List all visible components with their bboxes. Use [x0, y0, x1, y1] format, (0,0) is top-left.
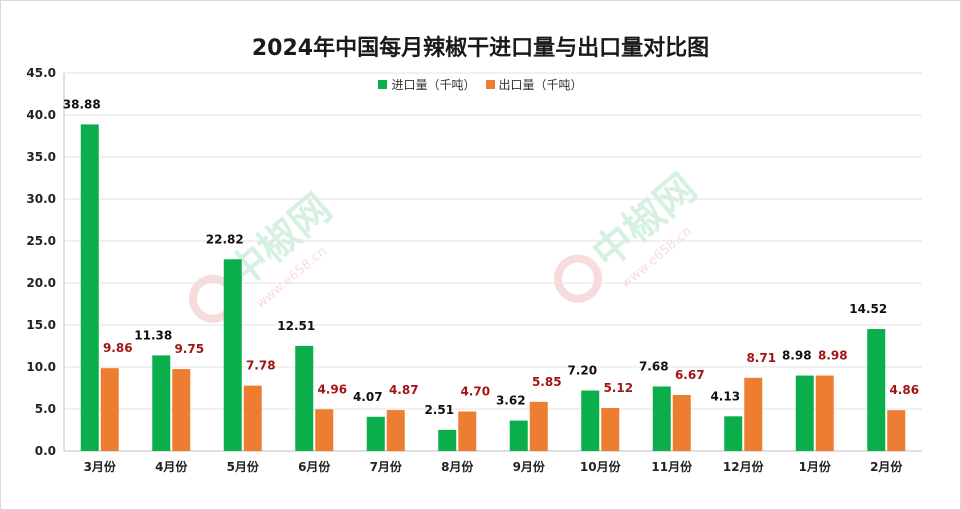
data-label-export: 4.96 [317, 382, 347, 396]
x-tick-label: 2月份 [870, 459, 903, 474]
bar-import [509, 420, 528, 451]
x-tick-label: 8月份 [441, 459, 474, 474]
data-label-import: 2.51 [424, 403, 454, 417]
data-label-import: 7.68 [639, 359, 669, 373]
bar-export [601, 407, 620, 451]
bar-export [386, 410, 405, 451]
data-label-export: 5.85 [532, 375, 562, 389]
legend-label-export: 出口量（千吨） [498, 78, 583, 92]
bar-export [815, 375, 834, 451]
bar-import [795, 375, 814, 451]
bar-export [887, 410, 906, 451]
x-tick-label: 1月份 [799, 459, 832, 474]
data-label-export: 4.87 [389, 383, 419, 397]
bar-export [744, 377, 763, 451]
data-label-export: 9.75 [174, 342, 204, 356]
y-tick-label: 20.0 [26, 276, 56, 290]
data-label-export: 4.70 [460, 385, 490, 399]
bar-import [223, 259, 242, 451]
bar-export [458, 411, 477, 451]
data-label-import: 4.13 [710, 389, 740, 403]
y-tick-label: 25.0 [26, 234, 56, 248]
bar-import [867, 329, 886, 451]
data-label-import: 8.98 [782, 349, 812, 363]
y-tick-label: 30.0 [26, 192, 56, 206]
data-label-import: 4.07 [353, 390, 383, 404]
data-label-export: 8.71 [746, 351, 776, 365]
legend-item-import: 进口量（千吨） [378, 76, 476, 93]
data-label-export: 4.86 [889, 383, 919, 397]
data-label-export: 9.86 [103, 341, 133, 355]
chart-title: 2024年中国每月辣椒干进口量与出口量对比图 [251, 36, 710, 61]
y-tick-label: 5.0 [35, 402, 56, 416]
data-label-export: 6.67 [675, 368, 705, 382]
data-label-import: 12.51 [277, 319, 315, 333]
bar-export [672, 394, 691, 451]
y-tick-label: 40.0 [26, 108, 56, 122]
bar-export [529, 401, 548, 451]
x-tick-label: 4月份 [155, 459, 188, 474]
bar-export [172, 369, 191, 451]
bar-import [438, 429, 457, 451]
y-tick-label: 0.0 [35, 444, 56, 458]
y-tick-label: 35.0 [26, 150, 56, 164]
x-tick-label: 6月份 [298, 459, 331, 474]
data-label-export: 8.98 [818, 349, 848, 363]
bar-import [724, 416, 743, 451]
bar-import [295, 345, 314, 451]
bar-import [152, 355, 171, 451]
data-label-import: 3.62 [496, 394, 526, 408]
bar-export [243, 385, 262, 451]
bar-import [366, 416, 385, 451]
x-tick-label: 7月份 [370, 459, 403, 474]
legend-label-import: 进口量（千吨） [391, 78, 476, 92]
legend-item-export: 出口量（千吨） [485, 76, 583, 93]
data-label-import: 22.82 [206, 232, 244, 246]
y-tick-label: 45.0 [26, 66, 56, 80]
data-label-import: 38.88 [63, 97, 101, 111]
data-label-export: 7.78 [246, 359, 276, 373]
x-tick-label: 11月份 [651, 459, 693, 474]
x-tick-label: 9月份 [513, 459, 546, 474]
bar-export [100, 368, 119, 451]
x-tick-label: 10月份 [580, 459, 622, 474]
y-tick-label: 10.0 [26, 360, 56, 374]
chart-legend: 进口量（千吨） 出口量（千吨） [0, 76, 961, 93]
data-label-import: 7.20 [567, 364, 597, 378]
y-tick-label: 15.0 [26, 318, 56, 332]
data-label-import: 14.52 [849, 302, 887, 316]
x-tick-label: 12月份 [723, 459, 765, 474]
bar-import [652, 386, 671, 451]
legend-swatch-import [378, 80, 388, 89]
x-tick-label: 5月份 [227, 459, 260, 474]
bar-import [80, 124, 99, 452]
watermark-logo-icon [553, 254, 602, 303]
bar-export [315, 409, 334, 451]
data-label-export: 5.12 [603, 381, 633, 395]
bar-import [581, 390, 600, 451]
legend-swatch-export [485, 80, 495, 89]
x-tick-label: 3月份 [84, 459, 117, 474]
data-label-import: 11.38 [134, 328, 172, 342]
